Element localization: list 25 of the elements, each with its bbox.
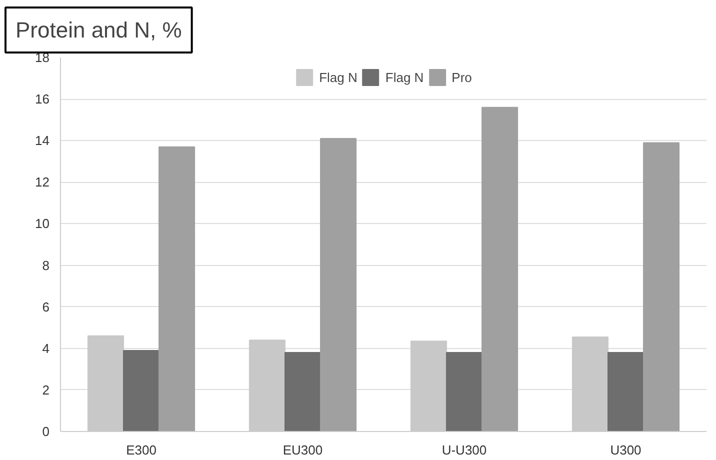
- y-tick-label: 6: [42, 299, 50, 314]
- bar: [284, 352, 322, 432]
- y-tick-label: 12: [35, 174, 50, 190]
- x-tick-label: E300: [126, 442, 156, 458]
- x-tick-label: U-U300: [442, 442, 487, 458]
- y-tick-label: 4: [42, 340, 50, 356]
- bar: [122, 350, 160, 432]
- y-tick-label: 14: [35, 133, 50, 148]
- bar: [482, 106, 518, 432]
- y-tick-label: 0: [42, 424, 50, 439]
- legend-label: Pro: [452, 70, 472, 84]
- x-tick-label: EU300: [282, 442, 323, 458]
- bar: [607, 352, 644, 432]
- bar: [158, 146, 196, 432]
- bar: [643, 142, 680, 432]
- bar: [446, 352, 483, 432]
- x-tick-label: U300: [610, 442, 642, 458]
- chart-title: Protein and N, %: [16, 18, 182, 42]
- bar: [320, 138, 357, 432]
- y-tick-label: 2: [42, 382, 50, 398]
- y-tick-label: 8: [42, 258, 50, 273]
- y-tick-label: 16: [35, 92, 50, 107]
- legend-label: Flag N: [319, 70, 358, 84]
- y-tick-label: 10: [35, 216, 50, 232]
- legend-label: Flag N: [385, 70, 424, 84]
